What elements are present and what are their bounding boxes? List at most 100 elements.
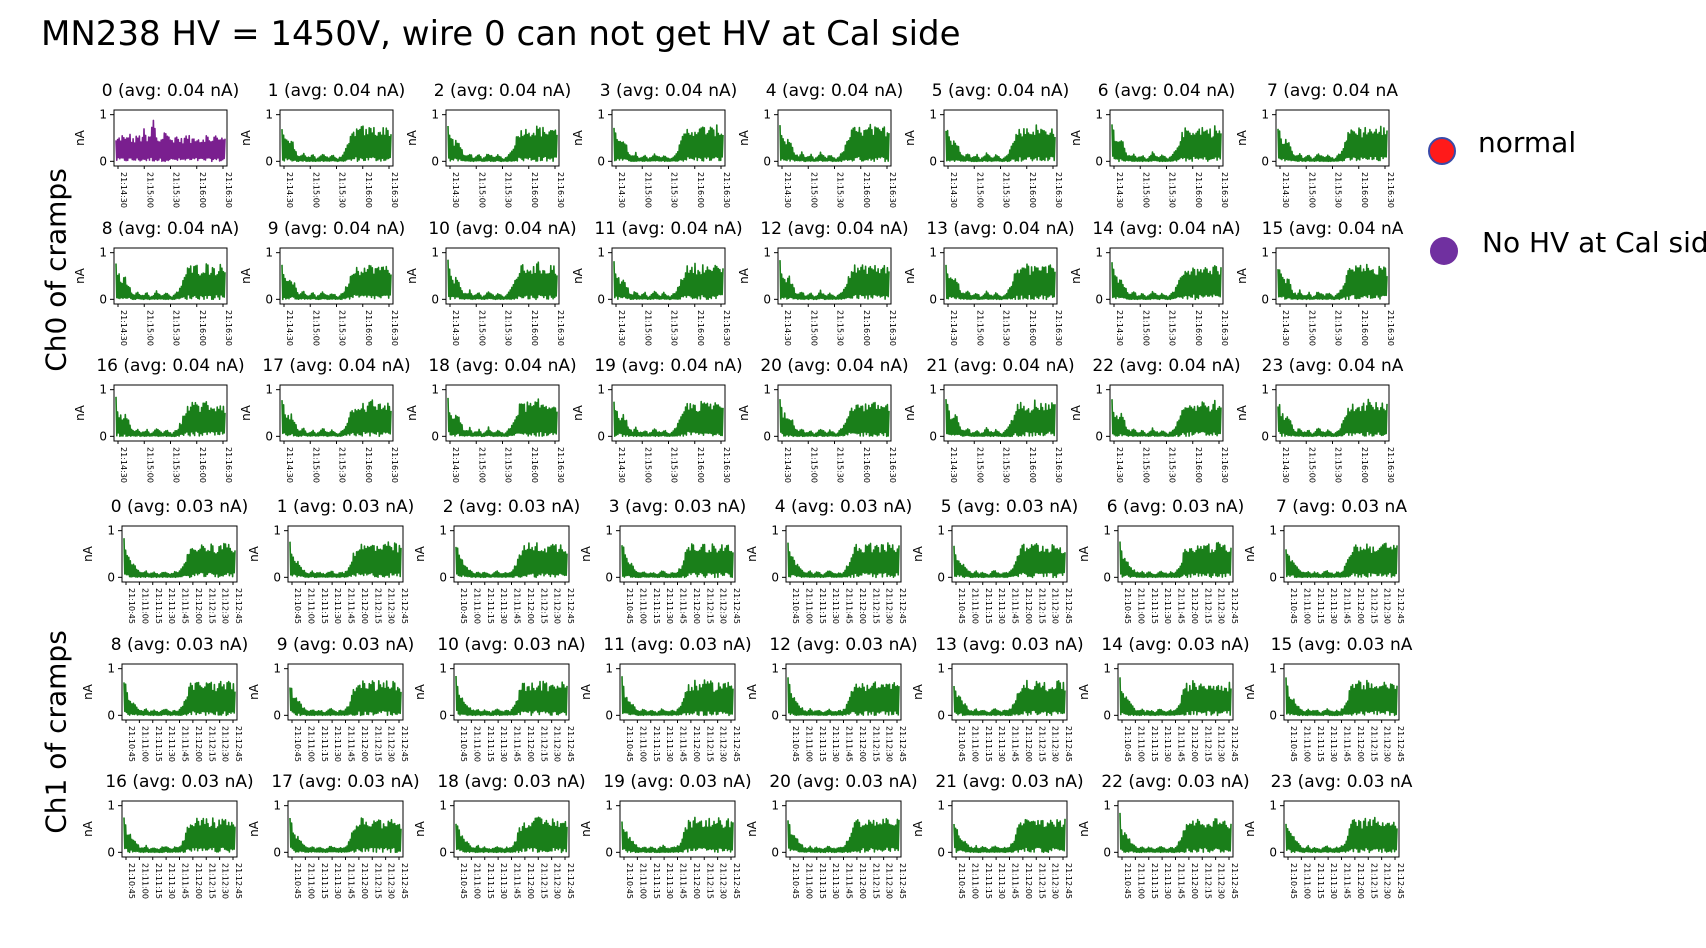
x-tick-label: 21:11:45	[1011, 726, 1020, 762]
x-tick-label: 21:11:45	[1011, 863, 1020, 899]
x-tick-label: 21:15:30	[836, 172, 845, 208]
y-tick-label: 1	[763, 246, 771, 260]
x-tick-label: 21:11:15	[818, 588, 827, 624]
x-tick-label: 21:15:30	[1002, 447, 1011, 483]
x-tick-label: 21:12:45	[234, 588, 243, 624]
x-tick-label: 21:14:30	[783, 172, 792, 208]
x-tick-label: 21:16:00	[1028, 310, 1037, 346]
x-tick-label: 21:11:00	[140, 588, 149, 624]
x-tick-label: 21:12:00	[1190, 726, 1199, 762]
x-tick-label: 21:16:30	[556, 172, 565, 208]
x-tick-label: 21:12:15	[373, 726, 382, 762]
panel-1-0: 0 (avg: 0.03 nA) nA 0 1 21:10:45 21:11:00 21:1…	[81, 497, 248, 624]
panel-1-16: 16 (avg: 0.03 nA) nA 0 1 21:10:45 21:11:00 21:…	[81, 772, 254, 899]
y-axis-label: nA	[247, 545, 261, 562]
series-line	[289, 817, 402, 854]
y-axis-label: nA	[1235, 129, 1249, 146]
series-line	[289, 679, 402, 717]
panel-0-10: 10 (avg: 0.04 nA) nA 0 1 21:14:30 21:15:00 21:…	[405, 219, 577, 346]
x-tick-label: 21:15:30	[670, 447, 679, 483]
panel-1-1: 1 (avg: 0.03 nA) nA 0 1 21:10:45 21:11:00 21:1…	[247, 497, 414, 624]
y-axis-label: nA	[247, 820, 261, 837]
x-tick-label: 21:11:15	[154, 588, 163, 624]
x-tick-label: 21:15:30	[1168, 447, 1177, 483]
x-tick-label: 21:14:30	[617, 310, 626, 346]
x-tick-label: 21:12:45	[898, 863, 907, 899]
x-tick-label: 21:16:00	[1194, 447, 1203, 483]
x-tick-label: 21:14:30	[1281, 172, 1290, 208]
y-axis-label: nA	[737, 129, 751, 146]
y-tick-label: 0	[439, 708, 447, 722]
x-tick-label: 21:15:00	[311, 172, 320, 208]
y-tick-label: 1	[265, 383, 273, 397]
panel-title: 21 (avg: 0.03 nA)	[935, 772, 1083, 792]
x-tick-label: 21:11:15	[1150, 588, 1159, 624]
x-tick-label: 21:12:15	[1037, 588, 1046, 624]
x-tick-label: 21:11:00	[1136, 588, 1145, 624]
x-tick-label: 21:11:15	[984, 863, 993, 899]
x-tick-label: 21:11:45	[1343, 863, 1352, 899]
y-axis-label: nA	[911, 683, 925, 700]
x-tick-label: 21:15:00	[1307, 310, 1316, 346]
panel-title: 8 (avg: 0.04 nA)	[102, 219, 240, 239]
x-tick-label: 21:14:30	[783, 310, 792, 346]
x-tick-label: 21:12:00	[858, 588, 867, 624]
legend-label-normal: normal	[1478, 126, 1577, 159]
x-tick-label: 21:15:30	[1334, 447, 1343, 483]
panel-0-23: 23 (avg: 0.04 nA nA 0 1 21:14:30 21:15:00 21:1…	[1235, 356, 1404, 483]
series-line	[123, 538, 236, 579]
y-tick-label: 0	[1095, 292, 1103, 306]
x-tick-label: 21:16:30	[1386, 172, 1395, 208]
x-tick-label: 21:12:15	[705, 588, 714, 624]
x-tick-label: 21:11:30	[499, 726, 508, 762]
panel-0-5: 5 (avg: 0.04 nA) nA 0 1 21:14:30 21:15:00 21:1…	[903, 81, 1069, 208]
x-tick-label: 21:11:00	[804, 726, 813, 762]
y-tick-label: 0	[937, 708, 945, 722]
panel-1-20: 20 (avg: 0.03 nA) nA 0 1 21:10:45 21:11:00 21:…	[745, 772, 918, 899]
y-tick-label: 0	[265, 154, 273, 168]
y-axis-label: nA	[745, 683, 759, 700]
y-tick-label: 0	[99, 429, 107, 443]
x-tick-label: 21:11:30	[1329, 588, 1338, 624]
panel-title: 15 (avg: 0.04 nA	[1262, 219, 1404, 239]
x-tick-label: 21:11:30	[1163, 726, 1172, 762]
series-line	[779, 399, 890, 438]
x-tick-label: 21:12:15	[1203, 726, 1212, 762]
x-tick-label: 21:11:15	[1316, 588, 1325, 624]
x-tick-label: 21:11:45	[1343, 726, 1352, 762]
x-tick-label: 21:11:15	[486, 726, 495, 762]
x-tick-label: 21:11:00	[140, 726, 149, 762]
y-axis-label: nA	[239, 129, 253, 146]
x-tick-label: 21:14:30	[1281, 447, 1290, 483]
x-tick-label: 21:16:00	[530, 447, 539, 483]
series-line	[115, 263, 226, 301]
x-tick-label: 21:12:15	[1037, 726, 1046, 762]
y-tick-label: 0	[1269, 845, 1277, 859]
y-tick-label: 1	[929, 246, 937, 260]
panel-title: 6 (avg: 0.04 nA)	[1098, 81, 1236, 101]
x-tick-label: 21:15:30	[338, 447, 347, 483]
y-tick-label: 1	[1103, 662, 1111, 676]
x-tick-label: 21:11:45	[513, 863, 522, 899]
y-tick-label: 1	[1095, 246, 1103, 260]
panel-0-20: 20 (avg: 0.04 nA) nA 0 1 21:14:30 21:15:00 21:…	[737, 356, 909, 483]
x-tick-label: 21:15:00	[477, 310, 486, 346]
y-tick-label: 1	[1269, 799, 1277, 813]
y-tick-label: 0	[107, 845, 115, 859]
x-tick-label: 21:15:30	[172, 310, 181, 346]
y-tick-label: 1	[439, 662, 447, 676]
x-tick-label: 21:12:30	[387, 588, 396, 624]
x-tick-label: 21:11:45	[679, 588, 688, 624]
x-tick-label: 21:12:00	[360, 726, 369, 762]
x-tick-label: 21:11:15	[652, 726, 661, 762]
x-tick-label: 21:14:30	[285, 172, 294, 208]
panel-0-22: 22 (avg: 0.04 nA) nA 0 1 21:14:30 21:15:00 21:…	[1069, 356, 1241, 483]
panel-1-8: 8 (avg: 0.03 nA) nA 0 1 21:10:45 21:11:00 21:1…	[81, 635, 248, 762]
x-tick-label: 21:11:45	[347, 726, 356, 762]
y-tick-label: 1	[273, 524, 281, 538]
x-tick-label: 21:11:30	[997, 588, 1006, 624]
x-tick-label: 21:12:45	[1230, 726, 1239, 762]
x-tick-label: 21:15:00	[1141, 172, 1150, 208]
x-tick-label: 21:16:30	[888, 310, 897, 346]
x-tick-label: 21:12:15	[207, 726, 216, 762]
